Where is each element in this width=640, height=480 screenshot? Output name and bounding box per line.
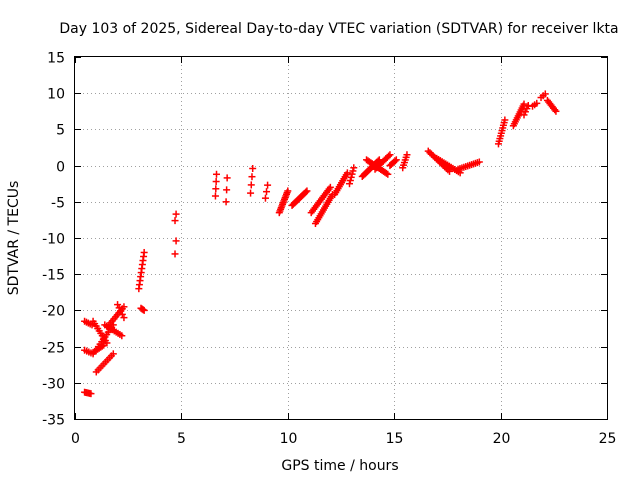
data-point xyxy=(263,188,271,196)
data-point xyxy=(140,248,148,256)
data-point xyxy=(403,151,411,159)
data-point xyxy=(303,187,311,195)
y-tick-label: -15 xyxy=(42,268,65,284)
axis-ticks: -35 -30 -25 -20 -15 -10 -5 0 5 10 15 0 5 10 15 20 25 xyxy=(42,51,616,448)
data-point xyxy=(384,170,392,178)
data-point xyxy=(349,167,357,175)
y-tick-label: -20 xyxy=(42,304,65,320)
x-tick-label: 0 xyxy=(71,431,80,447)
data-point xyxy=(223,174,231,182)
plot-area-border xyxy=(74,56,608,420)
y-tick-label: -30 xyxy=(42,377,65,393)
data-point xyxy=(171,217,179,225)
data-points xyxy=(81,90,560,398)
y-tick-label: -5 xyxy=(51,196,65,212)
y-tick-label: 5 xyxy=(56,123,65,139)
data-point xyxy=(212,185,220,193)
data-point xyxy=(213,170,221,178)
data-point xyxy=(392,156,400,164)
y-tick-label: 10 xyxy=(47,87,65,103)
y-tick-label: -10 xyxy=(42,232,65,248)
data-point xyxy=(261,194,269,202)
data-point xyxy=(171,250,179,258)
data-point xyxy=(264,181,272,189)
y-tick-label: 15 xyxy=(47,51,65,67)
data-point xyxy=(120,314,128,322)
y-axis-label: SDTVAR / TECUs xyxy=(6,181,22,296)
data-point xyxy=(247,189,255,197)
data-point xyxy=(521,108,529,116)
data-point xyxy=(212,178,220,186)
data-point xyxy=(223,186,231,194)
x-tick-label: 15 xyxy=(386,431,404,447)
data-point xyxy=(346,177,354,185)
x-tick-label: 5 xyxy=(177,431,186,447)
data-point xyxy=(249,164,257,172)
data-point xyxy=(140,306,148,314)
data-point xyxy=(501,116,509,124)
data-point xyxy=(326,183,334,191)
data-point xyxy=(523,105,531,113)
data-point xyxy=(211,192,219,200)
data-point xyxy=(533,99,541,107)
data-point xyxy=(109,350,117,358)
data-point xyxy=(382,169,390,177)
data-point xyxy=(391,157,399,165)
data-point xyxy=(551,106,559,114)
x-tick-label: 10 xyxy=(280,431,298,447)
data-point xyxy=(520,111,528,119)
data-point xyxy=(87,390,95,398)
data-point xyxy=(172,210,180,218)
y-tick-label: -35 xyxy=(42,413,65,429)
chart-title: Day 103 of 2025, Sidereal Day-to-day VTE… xyxy=(59,21,618,37)
data-point xyxy=(348,170,356,178)
data-point xyxy=(552,107,560,115)
data-point xyxy=(475,158,483,166)
data-point xyxy=(347,173,355,181)
x-tick-label: 20 xyxy=(493,431,511,447)
data-point xyxy=(385,152,393,160)
data-point xyxy=(172,237,180,245)
data-point xyxy=(386,151,394,159)
data-point xyxy=(284,187,292,195)
y-tick-label: 0 xyxy=(56,160,65,176)
data-point xyxy=(343,169,351,177)
data-point xyxy=(222,198,230,206)
data-point xyxy=(248,173,256,181)
data-point xyxy=(541,90,549,98)
x-axis-label: GPS time / hours xyxy=(281,458,398,474)
data-point xyxy=(520,100,528,108)
data-point xyxy=(247,181,255,189)
data-point xyxy=(120,303,128,311)
grid-lines xyxy=(75,57,607,419)
data-point xyxy=(114,301,122,309)
data-point xyxy=(118,332,126,340)
x-tick-label: 25 xyxy=(599,431,617,447)
data-point xyxy=(350,164,358,172)
data-point xyxy=(346,180,354,188)
data-point xyxy=(302,188,310,196)
y-tick-label: -25 xyxy=(42,341,65,357)
